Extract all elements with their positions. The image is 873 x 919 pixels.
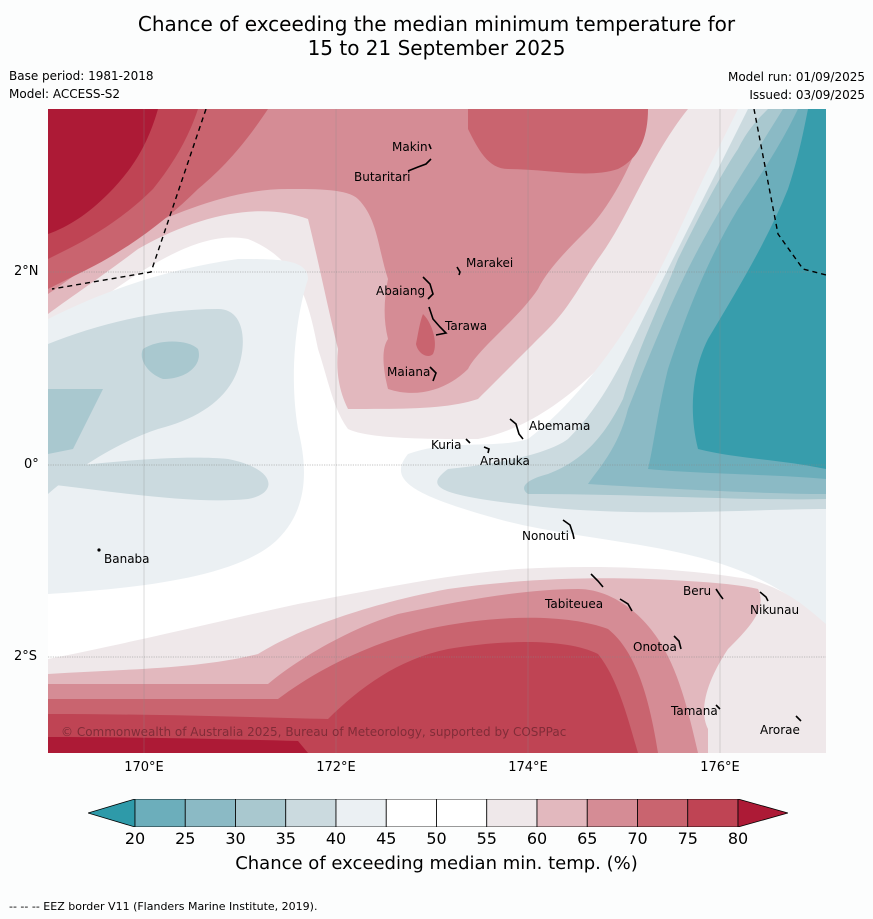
label-arorae: Arorae <box>760 723 800 737</box>
map-title: Chance of exceeding the median minimum t… <box>0 12 873 60</box>
colorbar-tick-label: 25 <box>175 829 196 848</box>
lon-label-174e: 174°E <box>508 760 548 775</box>
label-maiana: Maiana <box>387 365 430 379</box>
lon-label-176e: 176°E <box>700 760 740 775</box>
colorbar-swatch <box>536 799 588 827</box>
label-tarawa: Tarawa <box>444 319 487 333</box>
label-beru: Beru <box>683 584 711 598</box>
label-makin: Makin <box>392 140 428 154</box>
warm-nw-70-top <box>468 109 648 174</box>
colorbar-extend-high <box>737 799 788 827</box>
label-marakei: Marakei <box>466 256 513 270</box>
colorbar-tick-label: 50 <box>426 829 447 848</box>
colorbar-tick-label: 30 <box>225 829 246 848</box>
colorbar-swatch <box>285 799 337 827</box>
colorbar-swatch <box>436 799 488 827</box>
map-panel[interactable]: Makin Butaritari Marakei Abaiang Tarawa … <box>48 109 826 753</box>
colorbar-tick-label: 20 <box>124 829 146 848</box>
label-kuria: Kuria <box>431 438 462 452</box>
colorbar-swatch <box>184 799 236 827</box>
label-abemama: Abemama <box>529 419 590 433</box>
colorbar-swatch <box>385 799 437 827</box>
colorbar-tick-label: 80 <box>727 829 749 848</box>
label-banaba: Banaba <box>104 552 150 566</box>
eez-border <box>51 109 826 290</box>
label-abaiang: Abaiang <box>376 284 425 298</box>
colorbar-swatch <box>637 799 689 827</box>
copyright-notice: © Commonwealth of Australia 2025, Bureau… <box>61 725 566 739</box>
issued-date: Issued: 03/09/2025 <box>749 88 865 102</box>
colorbar-swatch <box>335 799 387 827</box>
colorbar-tick-label: 75 <box>677 829 698 848</box>
contour-map: Makin Butaritari Marakei Abaiang Tarawa … <box>48 109 826 753</box>
lat-label-0: 0° <box>24 457 39 472</box>
colorbar-tick-label: 45 <box>376 829 397 848</box>
label-onotoa: Onotoa <box>633 640 677 654</box>
colorbar-tick-label: 55 <box>476 829 497 848</box>
colorbar-tick-label: 40 <box>325 829 347 848</box>
colorbar <box>88 799 788 827</box>
colorbar-swatch <box>235 799 287 827</box>
label-tamana: Tamana <box>670 704 718 718</box>
colorbar-swatch <box>134 799 186 827</box>
base-period: Base period: 1981-2018 <box>9 69 154 83</box>
warm-nw-80 <box>48 109 158 234</box>
colorbar-tick-label: 60 <box>526 829 548 848</box>
graticule <box>48 271 826 658</box>
eez-footnote: -- -- -- EEZ border V11 (Flanders Marine… <box>9 900 318 913</box>
label-butaritari: Butaritari <box>354 170 411 184</box>
colorbar-swatch <box>486 799 538 827</box>
lon-label-170e: 170°E <box>124 760 164 775</box>
colorbar-tick-label: 35 <box>275 829 296 848</box>
label-nikunau: Nikunau <box>750 603 799 617</box>
label-nonouti: Nonouti <box>522 529 569 543</box>
cool-w-35b <box>48 389 103 454</box>
colorbar-tick-label: 65 <box>577 829 598 848</box>
islands <box>407 143 802 722</box>
lon-label-172e: 172°E <box>316 760 356 775</box>
warm-tarawa-70 <box>416 314 435 356</box>
warm-s-80 <box>48 737 308 753</box>
lat-label-2n: 2°N <box>14 264 39 279</box>
warm-s-75 <box>48 642 638 753</box>
colorbar-title: Chance of exceeding median min. temp. (%… <box>235 853 638 874</box>
model-run: Model run: 01/09/2025 <box>727 70 865 84</box>
model-name: Model: ACCESS-S2 <box>9 87 121 101</box>
lat-label-2s: 2°S <box>14 649 38 664</box>
colorbar-extend-low <box>88 799 136 827</box>
cool-w-35 <box>141 341 199 379</box>
cool-e-20 <box>692 109 826 469</box>
label-tabiteuea: Tabiteuea <box>544 597 603 611</box>
title-line-2: 15 to 21 September 2025 <box>307 36 566 60</box>
colorbar-swatch <box>586 799 638 827</box>
title-line-1: Chance of exceeding the median minimum t… <box>137 12 736 36</box>
cool-w-40b <box>48 457 269 501</box>
colorbar-tick-label: 70 <box>627 829 648 848</box>
label-aranuka: Aranuka <box>480 454 530 468</box>
colorbar-swatch <box>687 799 739 827</box>
